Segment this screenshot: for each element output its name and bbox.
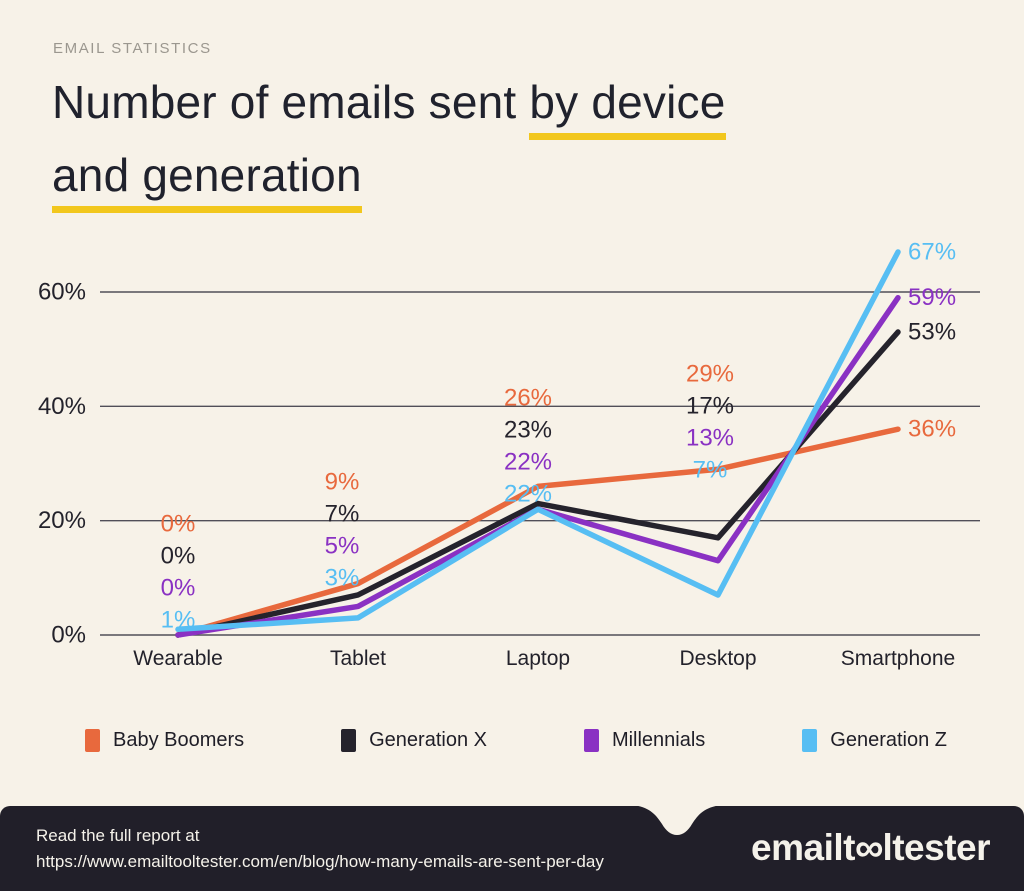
logo-infinity-icon: ∞ [854,826,884,870]
data-label-baby-boomers-wearable: 0% [161,511,196,538]
legend-label: Generation Z [830,729,947,751]
data-label-generation-x-tablet: 7% [325,501,360,528]
legend-label: Generation X [369,729,487,751]
x-axis-category-tablet: Tablet [330,647,386,670]
series-line-generation-z [175,249,901,633]
x-axis-category-laptop: Laptop [506,647,570,670]
data-label-generation-z-laptop: 22% [504,481,552,508]
footer-bar: Read the full report at https://www.emai… [0,805,1024,891]
legend-item-generation-z: Generation Z [802,729,947,752]
data-label-generation-z-tablet: 3% [325,565,360,592]
legend-swatch-baby-boomers [85,729,100,752]
data-label-millennials-smartphone: 59% [908,284,956,311]
title-line1-plain: Number of emails sent [52,76,517,128]
legend-swatch-generation-x [341,729,357,752]
legend-swatch-generation-z [802,729,818,752]
eyebrow-label: EMAIL STATISTICS [53,40,212,57]
data-label-millennials-laptop: 22% [504,449,552,476]
footer-report-url: https://www.emailtooltester.com/en/blog/… [36,851,604,871]
legend-item-millennials: Millennials [583,729,706,752]
data-label-millennials-desktop: 13% [686,425,734,452]
legend-label: Baby Boomers [113,729,245,751]
page-title: Number of emails sent by device and gener… [52,66,972,213]
footer-report-line1: Read the full report at [36,825,200,845]
legend-label: Millennials [611,729,706,751]
legend-swatch-millennials [583,729,599,752]
data-label-generation-x-smartphone: 53% [908,319,956,346]
data-label-millennials-wearable: 0% [161,575,196,602]
legend-item-generation-x: Generation X [341,729,487,752]
y-axis-tick: 40% [38,393,86,420]
data-label-baby-boomers-tablet: 9% [325,469,360,496]
data-label-generation-x-laptop: 23% [504,417,552,444]
logo-text-post: ltester [882,826,990,868]
y-axis-tick: 60% [38,279,86,306]
data-label-millennials-tablet: 5% [325,533,360,560]
data-label-generation-z-smartphone: 67% [908,238,956,265]
data-label-generation-x-wearable: 0% [161,543,196,570]
logo-text-pre: emailt [751,826,855,868]
x-axis-category-wearable: Wearable [133,647,223,670]
x-axis-category-desktop: Desktop [679,647,756,670]
chart-legend: Baby Boomers Generation X Millennials Ge… [85,729,947,752]
data-label-generation-x-desktop: 17% [686,393,734,420]
series-line-baby-boomers [175,426,901,638]
emailtooltester-logo: emailt∞ltester [751,826,990,871]
y-axis-tick: 0% [51,622,86,649]
data-label-generation-z-wearable: 1% [161,607,196,634]
title-line1-underlined: by device [529,76,726,140]
data-label-generation-z-desktop: 7% [693,457,728,484]
line-chart: 0% 20% 40% 60% Wearable Tablet Laptop Desktop Sm… [38,238,980,670]
data-label-baby-boomers-desktop: 29% [686,361,734,388]
data-label-baby-boomers-laptop: 26% [504,385,552,412]
data-label-baby-boomers-smartphone: 36% [908,416,956,443]
x-axis-category-smartphone: Smartphone [841,647,955,670]
legend-item-baby-boomers: Baby Boomers [85,729,244,752]
title-line2-underlined: and generation [52,149,362,213]
footer-report-text: Read the full report at https://www.emai… [36,823,604,875]
footer-notch-decoration [632,805,722,835]
y-axis-tick: 20% [38,507,86,534]
